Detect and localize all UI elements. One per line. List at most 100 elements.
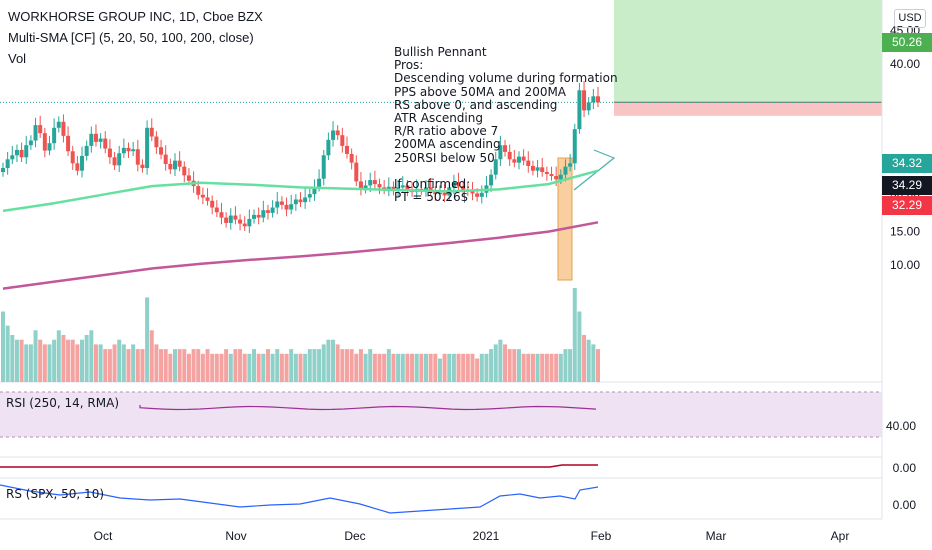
candle-body [159, 147, 164, 155]
volume-bar [405, 353, 410, 382]
candle-body [563, 166, 568, 175]
candle-body [107, 148, 112, 158]
rsi-legend: RSI (250, 14, RMA) [6, 396, 120, 410]
price-axis: 55.0045.0040.0025.0020.0015.0010.0040.00… [886, 24, 920, 512]
volume-bar [549, 353, 554, 382]
volume-bar [61, 335, 66, 382]
flagpole-box [557, 157, 573, 281]
volume-bar [424, 353, 429, 382]
candle-body [307, 194, 312, 198]
volume-bar [242, 353, 247, 382]
candle-body [70, 151, 75, 164]
candle-body [586, 102, 591, 111]
y-tick-label: 40.00 [890, 57, 920, 71]
candle-body [163, 154, 168, 164]
candle-body [335, 130, 340, 136]
volume-bar [19, 339, 24, 382]
trade-annotation[interactable]: Bullish Pennant Pros: Descending volume du… [394, 45, 618, 205]
volume-bar [66, 339, 71, 382]
atr-line [0, 464, 598, 468]
volume-bar [103, 349, 108, 382]
volume-bar [382, 353, 387, 382]
volume-bar [307, 349, 312, 382]
volume-bar [479, 353, 484, 382]
candle-body [568, 163, 573, 167]
volume-bar [331, 339, 336, 382]
time-axis: Oct Nov Dec 2021 Feb Mar Apr [94, 529, 850, 543]
candle-body [14, 149, 19, 156]
candle-body [247, 218, 252, 227]
candle-body [549, 174, 554, 177]
x-tick-label: Feb [591, 529, 612, 543]
candle-body [224, 217, 229, 223]
price-candles [1, 80, 600, 233]
ma-legend: Multi-SMA [CF] (5, 20, 50, 100, 200, clo… [8, 30, 254, 45]
volume-bar [414, 353, 419, 382]
candle-body [503, 145, 508, 152]
candle-body [10, 155, 15, 160]
candle-body [242, 223, 247, 227]
x-tick-label: Dec [344, 529, 365, 543]
volume-bar [391, 353, 396, 382]
candle-body [493, 159, 498, 175]
volume-bar [447, 353, 452, 382]
volume-bar [396, 353, 401, 382]
candle-body [386, 186, 391, 190]
volume-bar [582, 335, 587, 382]
volume-bar [540, 353, 545, 382]
candle-body [149, 127, 154, 137]
candle-body [479, 192, 484, 197]
volume-bar [261, 353, 266, 382]
volume-bar [293, 353, 298, 382]
candle-body [145, 127, 150, 168]
candle-body [340, 135, 345, 146]
candle-body [507, 151, 512, 160]
candle-body [28, 140, 33, 146]
candle-body [38, 125, 43, 134]
currency-badge[interactable]: USD [894, 9, 926, 28]
candle-body [293, 199, 298, 205]
volume-bar [437, 358, 442, 382]
annotation-line: PT = 50.26$ [394, 190, 469, 205]
volume-legend: Vol [8, 51, 27, 66]
volume-bar [191, 349, 196, 382]
candle-body [256, 214, 261, 218]
candle-body [24, 145, 29, 158]
candle-body [470, 191, 475, 194]
candle-body [47, 143, 52, 151]
candle-body [331, 130, 336, 140]
volume-bars [1, 288, 600, 382]
volume-bar [321, 344, 326, 382]
volume-bar [493, 344, 498, 382]
volume-bar [484, 353, 489, 382]
volume-bar [298, 353, 303, 382]
volume-bar [461, 353, 466, 382]
candle-body [168, 163, 173, 170]
candle-body [382, 187, 387, 190]
volume-bar [70, 339, 75, 382]
candle-body [154, 136, 159, 148]
volume-bar [317, 349, 322, 382]
candle-body [368, 180, 373, 186]
candle-body [475, 193, 480, 197]
volume-bar [465, 353, 470, 382]
candle-body [284, 204, 289, 210]
candle-body [377, 184, 382, 188]
volume-bar [38, 339, 43, 382]
volume-bar [372, 353, 377, 382]
candle-body [265, 210, 270, 213]
volume-bar [159, 349, 164, 382]
candle-body [252, 214, 257, 219]
volume-bar [335, 344, 340, 382]
volume-bar [163, 349, 168, 382]
volume-bar [326, 339, 331, 382]
candle-body [442, 192, 447, 196]
candle-body [437, 192, 442, 195]
volume-bar [303, 353, 308, 382]
candle-body [19, 149, 24, 158]
candle-body [80, 155, 85, 171]
volume-bar [535, 353, 540, 382]
volume-bar [349, 349, 354, 382]
volume-bar [177, 349, 182, 382]
